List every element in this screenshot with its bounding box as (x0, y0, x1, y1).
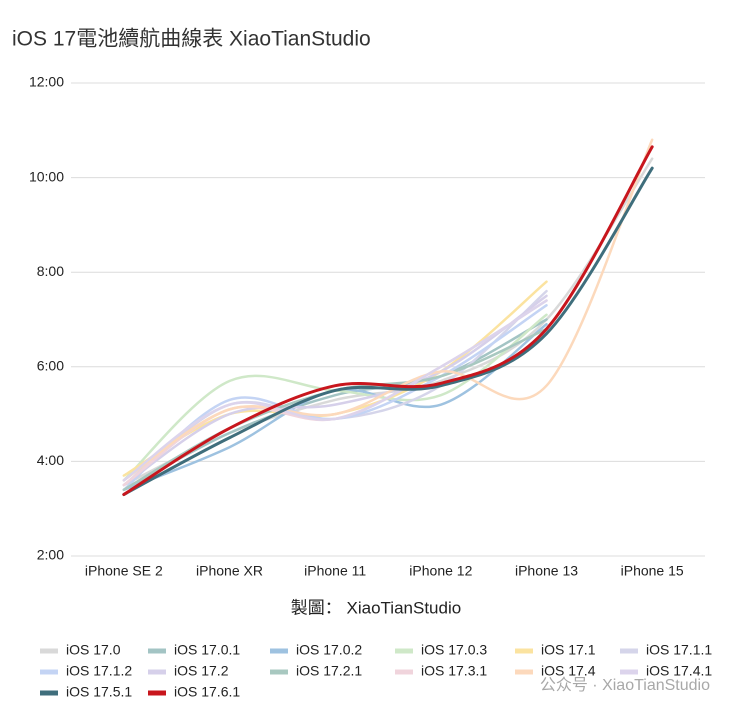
series-line (122, 294, 548, 487)
legend-label: iOS 17.2.1 (296, 663, 362, 679)
series-line (122, 299, 548, 487)
x-tick-label: iPhone 12 (409, 563, 472, 579)
y-tick-label: 6:00 (37, 358, 64, 374)
credit: 製圖： XiaoTianStudio (291, 598, 461, 617)
legend-label: iOS 17.2 (174, 663, 229, 679)
chart-title: iOS 17電池續航曲線表 XiaoTianStudio (12, 28, 371, 51)
x-tick-label: iPhone 15 (621, 563, 684, 579)
y-tick-label: 8:00 (37, 263, 64, 279)
y-tick-label: 12:00 (29, 74, 64, 90)
legend-label: iOS 17.0.1 (174, 642, 240, 658)
y-tick-label: 4:00 (37, 452, 64, 468)
legend-label: iOS 17.4.1 (646, 663, 712, 679)
legend-label: iOS 17.1.1 (646, 642, 712, 658)
legend-label: iOS 17.5.1 (66, 684, 132, 700)
x-tick-label: iPhone XR (196, 563, 263, 579)
series-line (122, 289, 548, 487)
legend-label: iOS 17.0.2 (296, 642, 362, 658)
series-line (122, 157, 654, 487)
legend-label: iOS 17.6.1 (174, 684, 240, 700)
legend-label: iOS 17.3.1 (421, 663, 487, 679)
series-line (122, 166, 654, 497)
watermark: 公众号 · XiaoTianStudio (540, 676, 710, 694)
y-tick-label: 2:00 (37, 547, 64, 563)
series-line (122, 145, 654, 497)
y-tick-label: 10:00 (29, 168, 64, 184)
x-tick-label: iPhone 11 (304, 563, 366, 579)
series-line (122, 138, 654, 482)
legend-label: iOS 17.0.3 (421, 642, 487, 658)
legend-label: iOS 17.1.2 (66, 663, 132, 679)
x-tick-label: iPhone 13 (515, 563, 578, 579)
legend-label: iOS 17.0 (66, 642, 121, 658)
legend-label: iOS 17.4 (541, 663, 596, 679)
legend-label: iOS 17.1 (541, 642, 596, 658)
series-line (122, 299, 548, 482)
x-tick-label: iPhone SE 2 (85, 563, 163, 579)
series-line (122, 304, 548, 492)
